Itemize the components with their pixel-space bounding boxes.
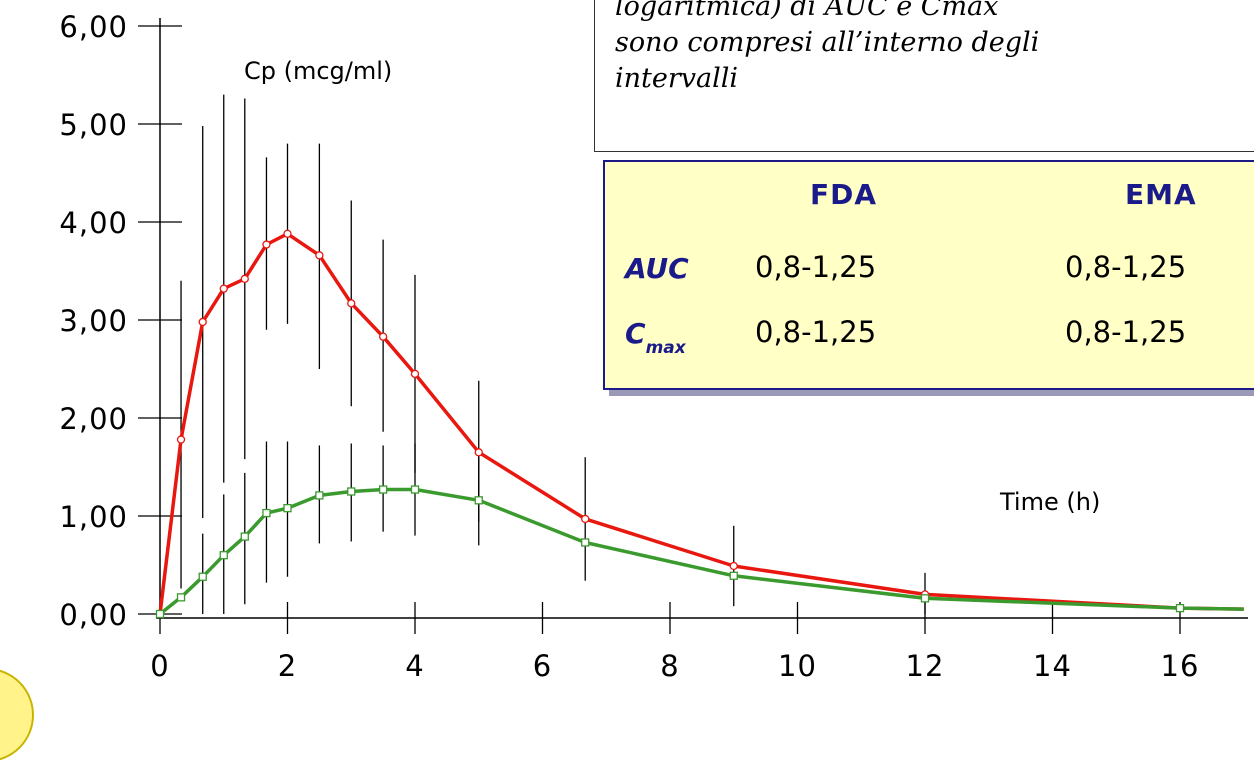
cmax-c: C	[625, 317, 646, 350]
data-point	[155, 609, 165, 619]
x-tick-label: 12	[906, 649, 945, 683]
x-tick-label: 0	[150, 649, 169, 683]
data-point	[920, 594, 930, 603]
chart-axes	[138, 18, 1248, 634]
x-tick-label: 2	[278, 649, 297, 683]
data-point	[347, 299, 356, 308]
x-tick-label: 14	[1033, 649, 1072, 683]
cmax-fda-value: 0,8-1,25	[755, 315, 877, 349]
data-point	[315, 491, 324, 500]
data-point	[283, 504, 292, 513]
x-axis-title: Time (h)	[999, 488, 1100, 516]
data-point	[581, 538, 590, 547]
auc-ema-value: 0,8-1,25	[1065, 250, 1187, 284]
auc-fda-value: 0,8-1,25	[755, 250, 877, 284]
cmax-ema-value: 0,8-1,25	[1065, 315, 1187, 349]
data-point	[474, 496, 483, 505]
data-point	[176, 435, 186, 444]
data-point	[240, 274, 249, 283]
y-tick-label: 5,00	[59, 108, 128, 142]
data-point	[581, 514, 590, 524]
row-label-cmax: Cmax	[625, 317, 686, 358]
row-label-auc: AUC	[625, 252, 689, 285]
x-tick-label: 10	[778, 649, 817, 683]
data-point	[262, 508, 271, 518]
data-point	[198, 317, 207, 327]
y-tick-label: 0,00	[59, 598, 128, 632]
data-point	[262, 240, 271, 249]
data-point	[240, 532, 249, 541]
data-point	[315, 251, 324, 260]
data-point	[410, 485, 420, 494]
note-line-2: sono compresi all’interno degli	[615, 27, 1040, 58]
data-point	[378, 332, 388, 341]
cmax-subscript: max	[645, 338, 686, 358]
y-tick-label: 2,00	[59, 402, 128, 436]
data-point	[219, 284, 228, 293]
data-point	[378, 485, 388, 494]
data-point	[198, 572, 207, 581]
data-point	[1175, 603, 1185, 613]
data-point	[283, 229, 292, 238]
data-point	[729, 571, 738, 580]
y-tick-label: 1,00	[59, 500, 128, 534]
header-fda: FDA	[810, 178, 878, 211]
data-point	[474, 448, 483, 457]
x-tick-label: 6	[533, 649, 552, 683]
note-box: logaritmica) di AUC e Cmax sono compresi…	[594, 0, 1254, 152]
header-ema: EMA	[1125, 178, 1197, 211]
series-markers	[155, 229, 1185, 619]
y-axis-title: Cp (mcg/ml)	[244, 57, 392, 85]
limits-panel: FDA EMA AUC 0,8-1,25 0,8-1,25 Cmax 0,8-1…	[603, 160, 1254, 390]
note-line-1: logaritmica) di AUC e Cmax	[615, 0, 999, 22]
pk-chart: 0,00 1,00 2,00 3,00 4,00 5,00 6,00 0 2 4 6 8 10 12 14 1…	[59, 10, 1248, 683]
y-tick-label: 3,00	[59, 304, 128, 338]
x-tick-label: 16	[1161, 649, 1200, 683]
tick-labels: 0,00 1,00 2,00 3,00 4,00 5,00 6,00 0 2 4 6 8 10 12 14 1…	[59, 10, 1200, 683]
x-tick-label: 4	[405, 649, 424, 683]
data-point	[219, 551, 228, 560]
data-point	[176, 593, 186, 602]
x-tick-label: 8	[660, 649, 679, 683]
note-line-3: intervalli	[615, 63, 739, 94]
y-tick-label: 6,00	[59, 10, 128, 44]
y-tick-label: 4,00	[59, 206, 128, 240]
data-point	[347, 487, 356, 496]
data-point	[410, 369, 420, 379]
data-point	[729, 561, 738, 571]
